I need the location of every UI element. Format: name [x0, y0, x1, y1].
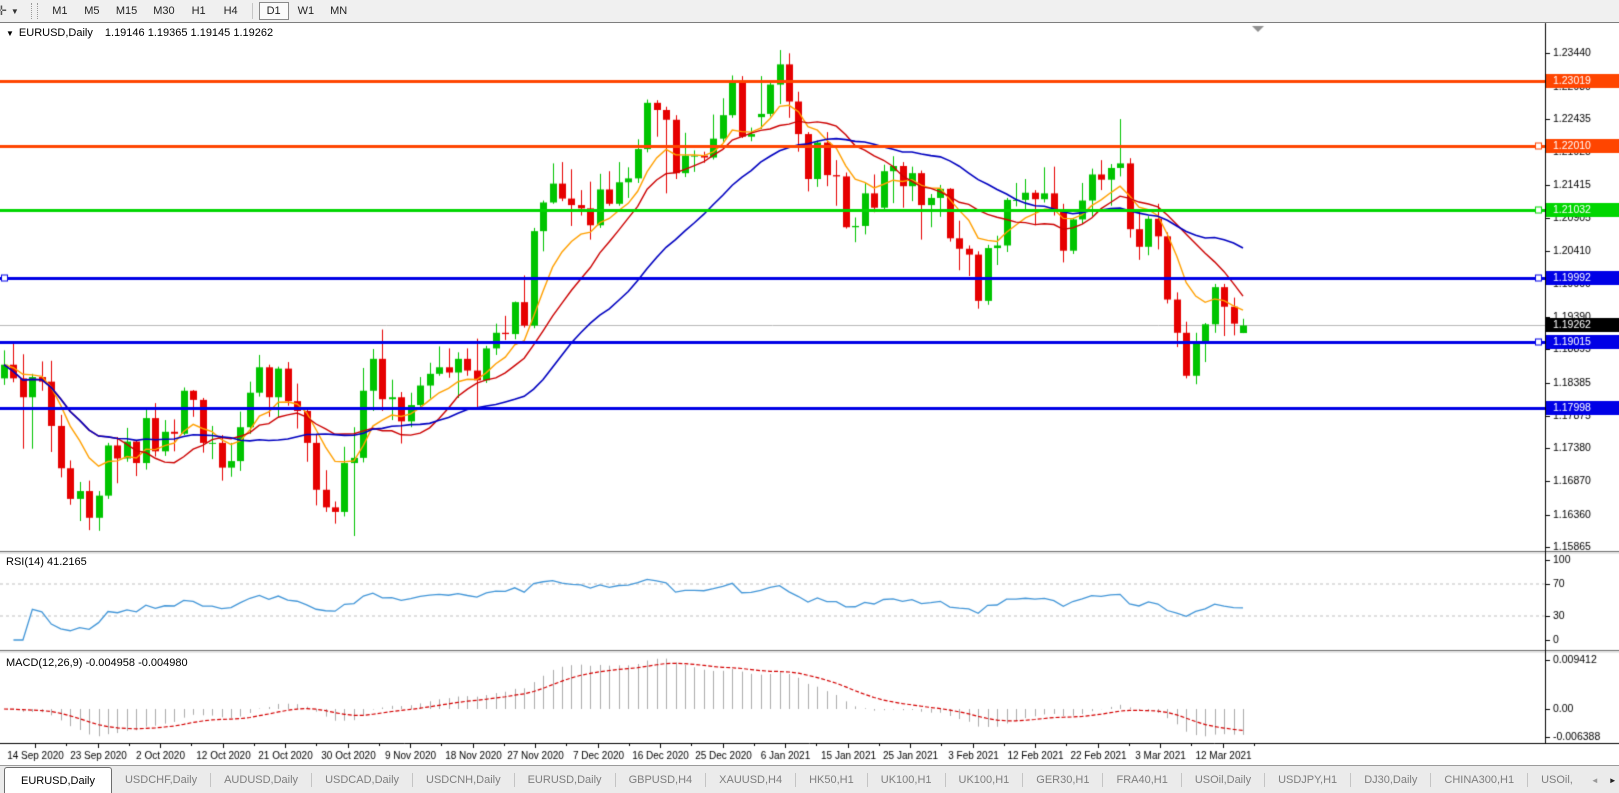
crosshair-icon[interactable]: ✛ [0, 3, 7, 18]
chart-tab-17[interactable]: USOil, [1541, 774, 1573, 786]
tab-separator [866, 773, 868, 787]
tab-separator [1350, 773, 1352, 787]
chevron-down-icon[interactable]: ▼ [10, 6, 19, 16]
tab-separator [1180, 773, 1182, 787]
chart-tab-4[interactable]: USDCNH,Daily [426, 774, 501, 786]
tab-separator [1264, 773, 1266, 787]
tab-separator [614, 773, 616, 787]
tab-scroll-arrows: ◄ ► [1586, 766, 1619, 793]
tab-separator [1102, 773, 1104, 787]
toolbar-grip[interactable] [30, 3, 38, 19]
rsi-indicator-label: RSI(14) 41.2165 [6, 556, 87, 568]
timeframe-button-m15[interactable]: M15 [109, 2, 144, 20]
tab-separator [1527, 773, 1529, 787]
tab-separator [705, 773, 707, 787]
cursor-tool-group[interactable]: ✛ ▼ [0, 1, 25, 21]
tab-separator [944, 773, 946, 787]
timeframe-button-w1[interactable]: W1 [291, 2, 322, 20]
tab-separator [1022, 773, 1024, 787]
timeframe-buttons: M1 M5 M15 M30 H1 H4 D1 W1 MN [44, 2, 355, 20]
tab-separator [210, 773, 212, 787]
timeframe-button-h4[interactable]: H4 [216, 2, 246, 20]
chart-tab-10[interactable]: UK100,H1 [958, 774, 1010, 786]
chart-tabs: EURUSD,Daily USDCHF,Daily AUDUSD,Daily USDC… [0, 766, 1586, 793]
chart-tab-5[interactable]: EURUSD,Daily [527, 774, 602, 786]
timeframe-button-m5[interactable]: M5 [77, 2, 107, 20]
tab-separator [513, 773, 515, 787]
chart-title: ▼ EURUSD,Daily 1.19146 1.19365 1.19145 1… [6, 27, 273, 39]
chart-tab-6[interactable]: GBPUSD,H4 [628, 774, 693, 786]
chart-tab-8[interactable]: HK50,H1 [809, 774, 854, 786]
timeframe-button-mn[interactable]: MN [323, 2, 354, 20]
chart-tab-11[interactable]: GER30,H1 [1036, 774, 1090, 786]
timeframe-button-m30[interactable]: M30 [146, 2, 181, 20]
timeframe-toolbar: ✛ ▼ M1 M5 M15 M30 H1 H4 D1 W1 MN [0, 0, 1619, 23]
chart-tab-1[interactable]: USDCHF,Daily [124, 774, 198, 786]
tab-separator [412, 773, 414, 787]
timeframe-button-m1[interactable]: M1 [45, 2, 75, 20]
chart-tab-7[interactable]: XAUUSD,H4 [719, 774, 783, 786]
chart-tab-14[interactable]: USDJPY,H1 [1278, 774, 1338, 786]
macd-indicator-label: MACD(12,26,9) -0.004958 -0.004980 [6, 657, 188, 669]
timeframe-button-h1[interactable]: H1 [184, 2, 214, 20]
tab-separator [1430, 773, 1432, 787]
chart-tab-0[interactable]: EURUSD,Daily [4, 767, 112, 793]
chart-tab-16[interactable]: CHINA300,H1 [1444, 774, 1515, 786]
tab-scroll-left-icon[interactable]: ◄ [1590, 775, 1599, 785]
tab-separator [795, 773, 797, 787]
chart-tab-9[interactable]: UK100,H1 [880, 774, 932, 786]
chart-tab-bar: EURUSD,Daily USDCHF,Daily AUDUSD,Daily USDC… [0, 765, 1619, 793]
toolbar-separator [251, 3, 253, 19]
chart-symbol-label: EURUSD,Daily [18, 27, 93, 39]
tab-separator [311, 773, 313, 787]
chart-tab-15[interactable]: DJ30,Daily [1364, 774, 1418, 786]
timeframe-button-d1[interactable]: D1 [258, 2, 289, 20]
chart-menu-caret-icon[interactable]: ▼ [6, 28, 14, 38]
chart-ohlc-values: 1.19146 1.19365 1.19145 1.19262 [104, 27, 274, 39]
chart-tab-13[interactable]: USOil,Daily [1194, 774, 1252, 786]
chart-tab-12[interactable]: FRA40,H1 [1116, 774, 1168, 786]
chart-tab-2[interactable]: AUDUSD,Daily [224, 774, 299, 786]
chart-tab-3[interactable]: USDCAD,Daily [325, 774, 400, 786]
tab-scroll-right-icon[interactable]: ► [1608, 775, 1617, 785]
